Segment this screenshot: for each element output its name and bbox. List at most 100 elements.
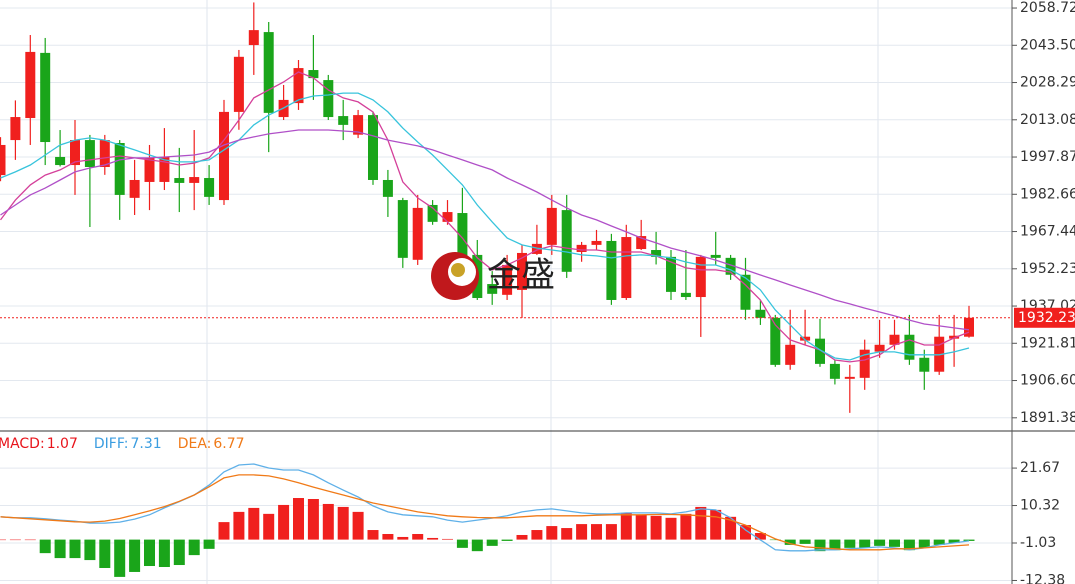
y-tick-label: 2028.29 [1020,75,1075,91]
candle-body [546,207,557,245]
candle-body [531,243,542,254]
candle-body [800,336,811,341]
macd-bar [173,539,185,566]
candle-body [10,117,21,141]
y-tick-label: 2058.72 [1020,0,1075,16]
candle-body [248,30,259,46]
candle-body [606,240,617,300]
macd-bar [710,509,722,540]
candle-body [368,115,378,180]
candle-body [338,116,349,125]
macd-bar [725,516,737,540]
candle-body [442,212,453,222]
candle-body [397,200,408,258]
macd-bar [635,514,647,540]
candle-body [219,111,229,201]
macd-bar [367,530,379,540]
y-tick-label: 1982.66 [1020,186,1075,202]
macd-bar [754,533,766,540]
candle-body [949,335,960,339]
macd-bar [665,517,677,540]
macd-bar [218,522,230,540]
macd-bar [442,538,453,540]
macd-bar [948,539,960,543]
legend-label: MACD: [0,436,45,452]
macd-bar [740,525,751,540]
y-tick-label: 1952.23 [1020,261,1075,277]
macd-bar [337,506,349,540]
y-tick-label: 2043.50 [1020,37,1075,53]
y-tick-label: -1.03 [1020,535,1056,551]
y-tick-label: 1906.60 [1020,373,1075,389]
candle-body [636,236,647,250]
macd-bar [84,539,96,561]
macd-bar [546,526,558,540]
macd-bar [352,511,364,540]
candle-body [353,115,364,135]
macd-bar [322,503,334,540]
candle-body [84,140,95,168]
candle-body [621,237,632,299]
watermark-text: 金盛 [487,256,555,296]
macd-line [0,474,970,551]
ma-line [0,92,970,361]
candle-body [293,68,304,104]
legend-value: 7.31 [131,436,162,452]
candle-body [189,177,200,183]
candle-body [725,257,736,275]
y-tick-label: 1921.81 [1020,335,1075,351]
macd-bar [307,499,319,540]
macd-bar [233,511,245,540]
macd-bar [486,539,498,546]
macd-bar [382,533,394,540]
macd-bar [9,539,21,541]
candle-body [412,207,423,260]
candle-body [457,213,468,280]
candle-body [517,252,527,290]
macd-bar [129,539,141,572]
macd-bar [69,539,81,559]
macd-bar [576,524,588,540]
watermark: 金盛 [431,252,555,300]
candle-body [427,204,438,222]
candle-body [815,338,825,364]
y-tick-label: 1891.38 [1020,410,1075,426]
candle-body [859,349,870,378]
macd-bar [814,539,826,552]
macd-bar [0,539,6,541]
macd-bar [471,539,483,552]
macd-bar [903,539,915,551]
y-tick-label: -12.38 [1020,572,1065,584]
macd-bar [859,539,871,548]
macd-bar [605,524,617,540]
ma-line [0,71,970,363]
y-tick-label: 21.67 [1020,460,1060,476]
macd-bar [933,539,945,545]
candle-body [844,376,855,379]
candle-body [159,156,170,182]
candle-body [651,250,662,257]
candle-body [40,52,51,143]
logo [451,263,465,277]
macd-bar [293,498,304,540]
macd-bar [412,533,424,540]
candle-body [144,157,155,182]
last-price-label: 1932.23 [1018,310,1075,326]
candle-body [874,344,885,352]
macd-bar [203,539,215,549]
legend-label: DEA: [178,436,212,452]
macd-bar [24,539,36,541]
last-price-box [1014,307,1075,328]
macd-line [0,463,970,552]
macd-bar [829,539,841,551]
candle-body [70,140,80,166]
candle-body [204,178,215,197]
candle-body [0,144,6,176]
macd-bar [397,536,409,540]
legend-value: 6.77 [213,436,244,452]
y-tick-label: 2013.08 [1020,112,1075,128]
macd-bar [561,528,573,540]
candle-body [233,56,244,112]
